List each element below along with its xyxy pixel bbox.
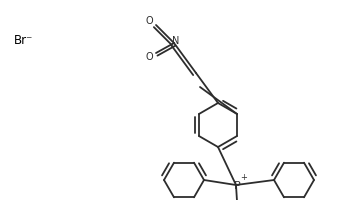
Text: N: N bbox=[172, 36, 180, 46]
Text: +: + bbox=[240, 173, 247, 182]
Text: Br⁻: Br⁻ bbox=[14, 33, 33, 46]
Text: O: O bbox=[145, 16, 153, 26]
Text: O: O bbox=[145, 52, 153, 62]
Text: P: P bbox=[234, 181, 240, 191]
